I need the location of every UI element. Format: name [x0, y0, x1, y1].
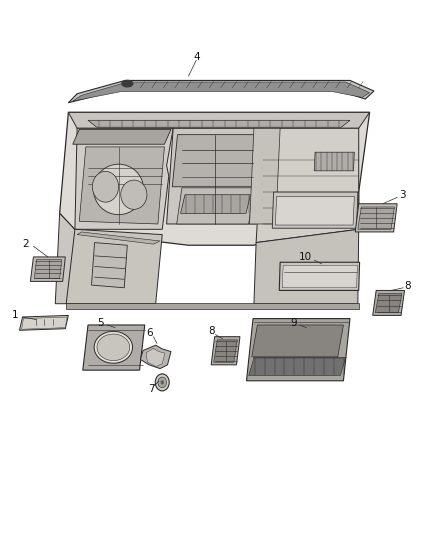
Polygon shape	[249, 358, 346, 375]
Polygon shape	[73, 130, 171, 144]
Text: 9: 9	[291, 318, 297, 328]
Ellipse shape	[97, 334, 130, 361]
Polygon shape	[88, 120, 350, 127]
Polygon shape	[92, 243, 127, 288]
Polygon shape	[68, 80, 374, 103]
Polygon shape	[211, 337, 240, 365]
Polygon shape	[247, 319, 350, 381]
Polygon shape	[30, 257, 65, 281]
Polygon shape	[254, 229, 359, 304]
Text: 8: 8	[208, 326, 215, 336]
Ellipse shape	[93, 164, 144, 215]
Polygon shape	[68, 112, 370, 128]
Text: 10: 10	[299, 252, 312, 262]
Polygon shape	[75, 128, 173, 229]
Circle shape	[160, 380, 164, 384]
Polygon shape	[276, 196, 354, 225]
Polygon shape	[272, 192, 358, 228]
Text: 1: 1	[11, 310, 18, 320]
Ellipse shape	[92, 171, 119, 202]
Polygon shape	[250, 128, 280, 224]
Polygon shape	[373, 290, 405, 316]
Ellipse shape	[122, 80, 133, 87]
Polygon shape	[252, 325, 343, 357]
Polygon shape	[19, 316, 68, 330]
Polygon shape	[314, 152, 354, 171]
Polygon shape	[34, 260, 62, 279]
Polygon shape	[283, 265, 357, 288]
Polygon shape	[358, 207, 395, 229]
Text: 3: 3	[399, 190, 406, 200]
Polygon shape	[141, 345, 171, 368]
Polygon shape	[214, 340, 237, 362]
Text: 7: 7	[148, 384, 155, 394]
Text: 6: 6	[146, 328, 152, 338]
Polygon shape	[177, 188, 254, 224]
Polygon shape	[60, 112, 370, 245]
Polygon shape	[83, 325, 145, 370]
Polygon shape	[355, 204, 397, 232]
Text: 5: 5	[97, 318, 103, 328]
Polygon shape	[55, 213, 77, 304]
Polygon shape	[66, 229, 162, 304]
Polygon shape	[180, 195, 251, 213]
Polygon shape	[77, 232, 160, 244]
Polygon shape	[279, 262, 360, 290]
Polygon shape	[79, 147, 164, 224]
Ellipse shape	[94, 332, 133, 364]
Polygon shape	[166, 128, 263, 224]
Circle shape	[155, 374, 169, 391]
Ellipse shape	[121, 180, 147, 209]
Text: 2: 2	[22, 239, 29, 249]
Polygon shape	[21, 317, 67, 329]
Polygon shape	[73, 82, 370, 101]
Circle shape	[158, 377, 166, 387]
Polygon shape	[172, 135, 258, 187]
Polygon shape	[146, 349, 165, 367]
Text: 8: 8	[405, 281, 411, 291]
Polygon shape	[66, 303, 359, 309]
Text: 4: 4	[193, 52, 200, 61]
Polygon shape	[256, 128, 359, 243]
Polygon shape	[375, 294, 402, 313]
